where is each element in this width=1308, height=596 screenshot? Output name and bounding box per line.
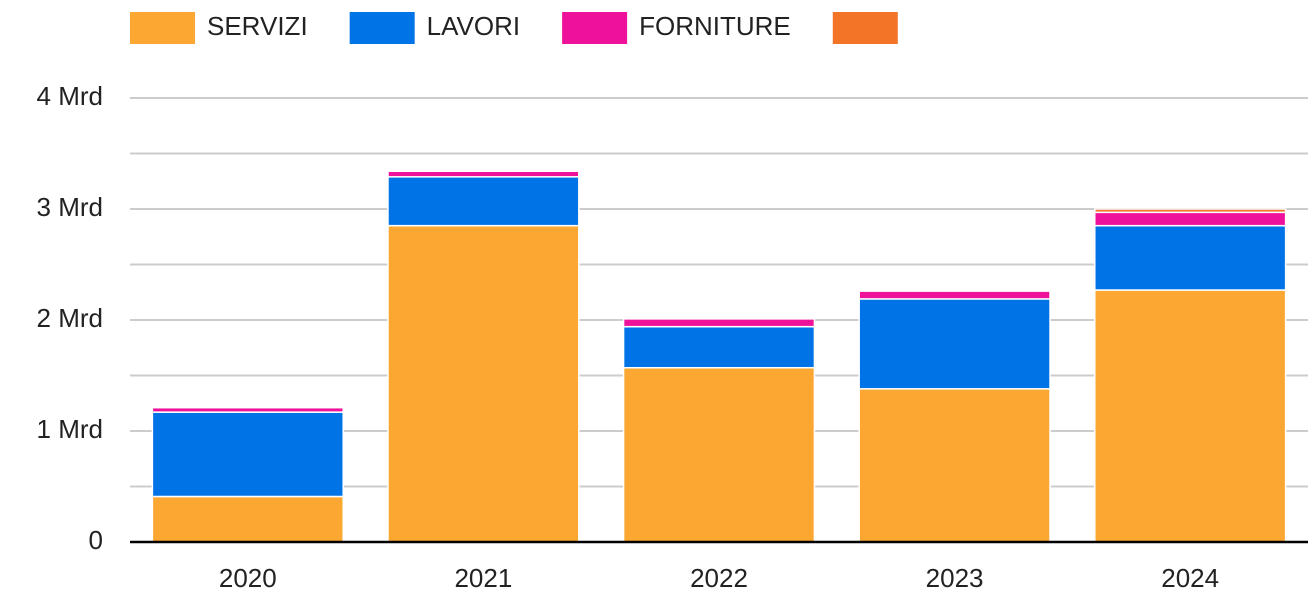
bar-segment (622, 366, 816, 543)
x-tick-label: 2023 (926, 563, 984, 593)
y-tick-label: 2 Mrd (37, 303, 103, 333)
bar-segment (858, 290, 1051, 300)
legend-swatch (562, 12, 628, 44)
bar-segment (151, 411, 344, 498)
x-tick-label: 2024 (1161, 563, 1219, 593)
y-tick-label: 3 Mrd (37, 192, 103, 222)
bar-segment (858, 388, 1051, 543)
legend-label: SERVIZI (207, 11, 308, 41)
bar-segment (387, 169, 580, 173)
legend-label: FORNITURE (639, 11, 791, 41)
bar-segment (622, 318, 816, 328)
bar-segment (1094, 289, 1287, 543)
x-tick-label: 2022 (690, 563, 748, 593)
bar-segment (387, 176, 580, 227)
bar-segment (1094, 211, 1287, 227)
y-tick-label: 0 (89, 525, 103, 555)
bar-segment (858, 298, 1051, 390)
bar-segment (387, 170, 580, 178)
x-tick-label: 2021 (454, 563, 512, 593)
bar-segment (151, 406, 344, 413)
bar-segment (387, 224, 580, 543)
x-tick-label: 2020 (219, 563, 277, 593)
bar-segment (1094, 208, 1287, 214)
y-tick-label: 4 Mrd (37, 81, 103, 111)
legend-swatch (349, 12, 415, 44)
bar-segment (151, 495, 344, 543)
legend-swatch (832, 12, 898, 44)
bar-segment (622, 325, 816, 369)
bar-segment (1094, 224, 1287, 291)
legend-swatch (130, 12, 195, 44)
y-tick-label: 1 Mrd (37, 414, 103, 444)
legend-label: LAVORI (427, 11, 520, 41)
